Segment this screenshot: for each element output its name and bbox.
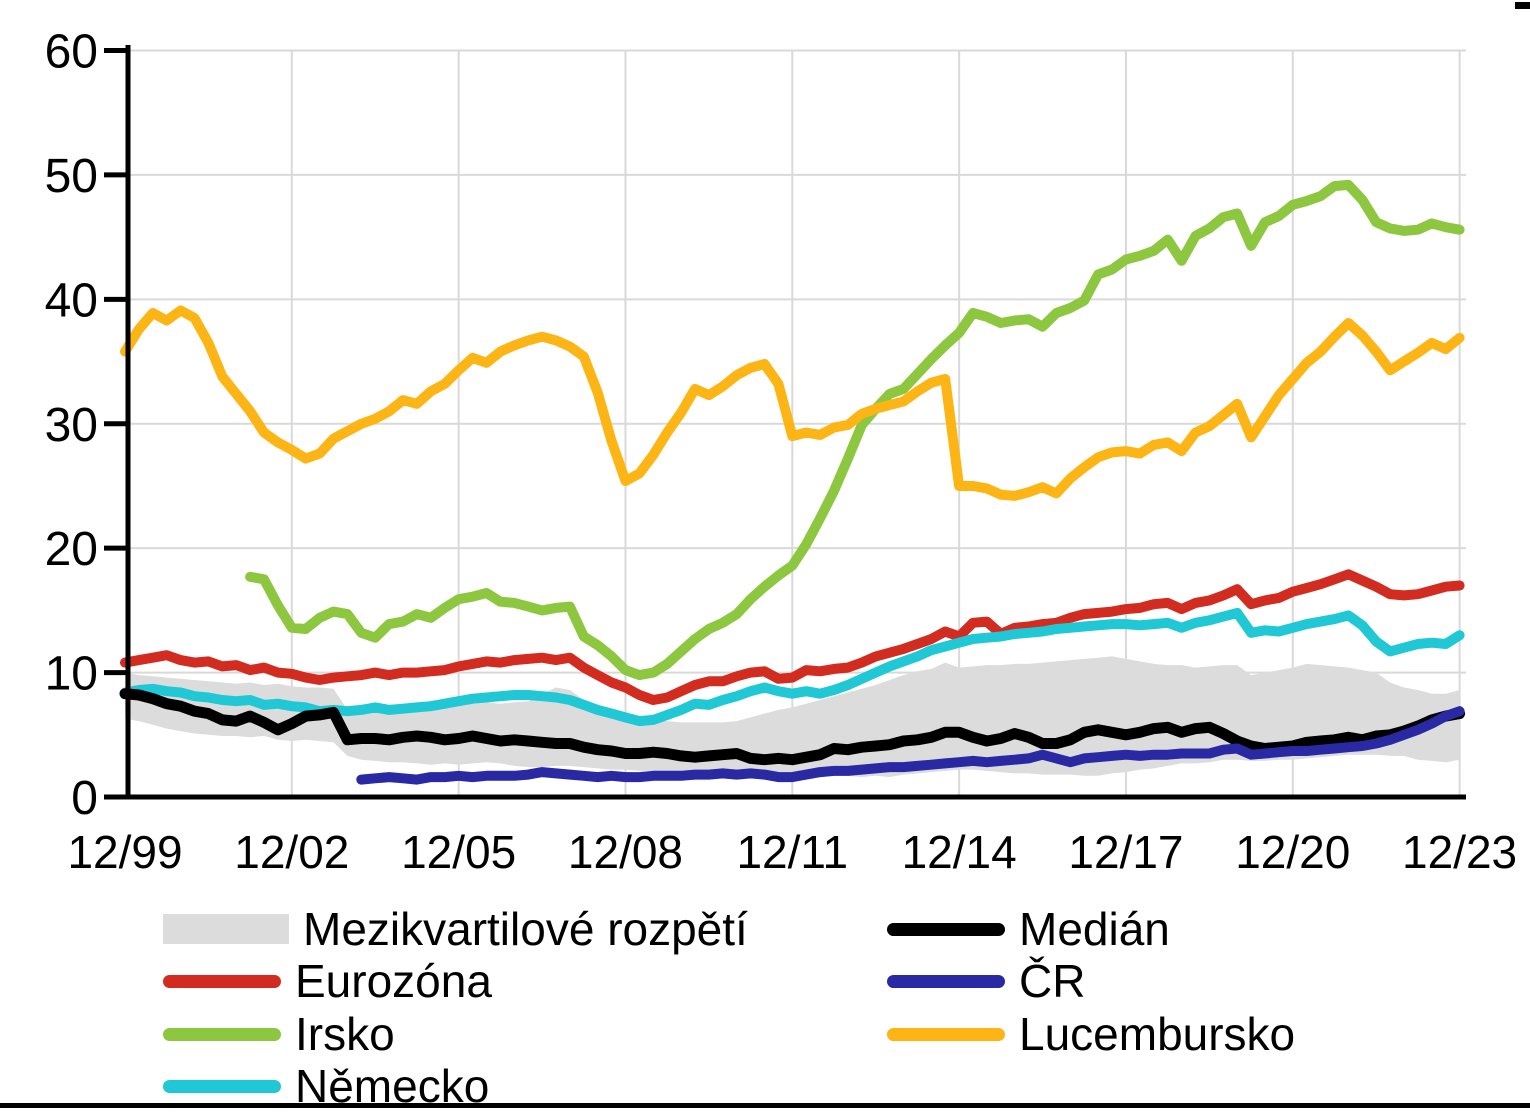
axes <box>104 45 1466 800</box>
series-Německo <box>120 607 1465 727</box>
series-Irsko <box>245 179 1465 681</box>
median-line-swatch <box>887 922 1005 936</box>
legend-label: Eurozóna <box>295 955 492 1007</box>
legend-label: Irsko <box>295 1008 395 1060</box>
svg-text:12/05: 12/05 <box>401 826 516 878</box>
svg-text:12/11: 12/11 <box>736 826 848 878</box>
germany-line-swatch <box>163 1079 281 1093</box>
legend-item-luxembourg: Lucembursko <box>887 1008 1295 1060</box>
series-ČR <box>356 706 1465 785</box>
interquartile-range-swatch <box>163 914 289 944</box>
legend-item-czech-republic: ČR <box>887 955 1085 1007</box>
svg-text:12/08: 12/08 <box>568 826 683 878</box>
chart-area: 0 10 20 30 40 50 60 12/99 12/02 12/05 12/08 12/11 12… <box>45 26 1518 879</box>
series-Medián <box>119 688 1466 766</box>
svg-text:12/23: 12/23 <box>1402 826 1517 878</box>
svg-text:0: 0 <box>71 772 98 825</box>
band-area <box>125 656 1460 778</box>
eurozone-line-swatch <box>163 974 281 988</box>
svg-text:12/02: 12/02 <box>234 826 349 878</box>
legend-item-median: Medián <box>887 903 1170 955</box>
legend-item-eurozone: Eurozóna <box>163 955 492 1007</box>
svg-text:10: 10 <box>45 648 98 701</box>
bottom-separator <box>0 1103 1530 1108</box>
legend-label: ČR <box>1019 955 1086 1007</box>
svg-text:12/17: 12/17 <box>1068 826 1183 878</box>
x-tick-labels: 12/99 12/02 12/05 12/08 12/11 12/14 12/17 12/20… <box>67 826 1517 878</box>
svg-text:12/99: 12/99 <box>67 826 182 878</box>
svg-text:60: 60 <box>45 26 98 79</box>
svg-text:40: 40 <box>45 274 98 327</box>
luxembourg-line-swatch <box>887 1027 1005 1041</box>
ireland-line-swatch <box>163 1027 281 1041</box>
corner-mark <box>1515 2 1530 9</box>
legend-label: Mezikvartilové rozpětí <box>303 903 748 955</box>
series-Lucembursko <box>120 305 1465 501</box>
legend-item-ireland: Irsko <box>163 1008 395 1060</box>
svg-text:20: 20 <box>45 523 98 576</box>
svg-text:12/14: 12/14 <box>902 826 1017 878</box>
legend-item-interquartile-range: Mezikvartilové rozpětí <box>163 903 748 955</box>
legend-label: Lucembursko <box>1019 1008 1296 1060</box>
svg-text:30: 30 <box>45 399 98 452</box>
series-Eurozóna <box>120 569 1465 705</box>
svg-text:12/20: 12/20 <box>1235 826 1350 878</box>
svg-text:50: 50 <box>45 150 98 203</box>
czech-republic-line-swatch <box>887 974 1005 988</box>
legend-label: Medián <box>1019 903 1170 955</box>
y-tick-labels: 0 10 20 30 40 50 60 <box>45 26 98 826</box>
